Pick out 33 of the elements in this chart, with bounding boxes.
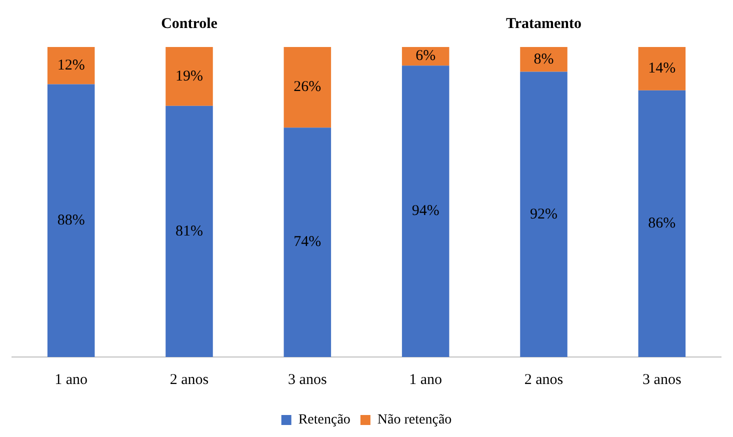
x-tick-label: 2 anos <box>524 372 564 388</box>
data-label: 6% <box>416 48 436 64</box>
x-tick-label: 2 anos <box>170 372 209 388</box>
bar <box>520 47 568 72</box>
data-label: 14% <box>648 60 676 77</box>
legend-label: Retenção <box>298 412 350 428</box>
data-label: 86% <box>648 216 676 232</box>
data-label: 19% <box>176 68 203 84</box>
bar <box>284 128 332 357</box>
bar <box>520 72 568 357</box>
legend-label: Não retenção <box>377 412 452 428</box>
x-tick-label: 1 ano <box>54 372 88 388</box>
bar <box>47 47 95 84</box>
data-label: 92% <box>530 206 558 222</box>
data-label: 74% <box>294 234 322 250</box>
bar <box>284 47 332 128</box>
data-label: 8% <box>534 51 554 68</box>
data-label: 12% <box>57 58 85 74</box>
data-label: 88% <box>57 212 85 229</box>
bar <box>638 47 686 90</box>
bar <box>166 106 213 357</box>
bar <box>638 90 686 357</box>
x-tick-label: 1 ano <box>409 372 442 388</box>
x-tick-label: 3 anos <box>642 372 682 388</box>
text: Tratamento <box>506 16 582 32</box>
text: Controle <box>161 16 218 32</box>
bar <box>166 47 213 106</box>
data-label: 26% <box>294 79 322 96</box>
bar <box>47 84 95 357</box>
data-label: 81% <box>176 223 203 240</box>
bar <box>402 66 450 357</box>
x-tick-label: 3 anos <box>288 372 327 388</box>
data-label: 94% <box>412 203 440 220</box>
